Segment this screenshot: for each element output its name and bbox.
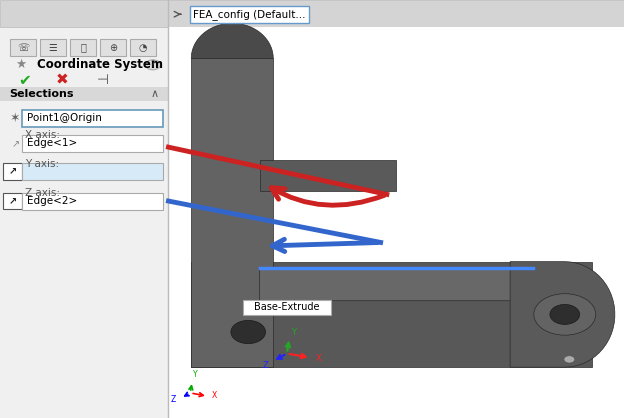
- Text: ✶: ✶: [9, 111, 20, 125]
- FancyBboxPatch shape: [243, 300, 331, 315]
- Text: Edge<1>: Edge<1>: [27, 138, 77, 148]
- Circle shape: [145, 60, 160, 70]
- Text: ◔: ◔: [139, 43, 147, 53]
- Text: Point1@Origin: Point1@Origin: [27, 113, 102, 123]
- Text: Y: Y: [291, 328, 296, 337]
- FancyBboxPatch shape: [10, 39, 36, 56]
- Text: ↗: ↗: [8, 166, 17, 176]
- Text: Base-Extrude: Base-Extrude: [255, 303, 320, 312]
- Text: Selections: Selections: [9, 89, 74, 99]
- Polygon shape: [260, 270, 533, 301]
- Text: ⊕: ⊕: [109, 43, 117, 53]
- Polygon shape: [191, 23, 273, 59]
- Polygon shape: [260, 160, 396, 191]
- FancyBboxPatch shape: [22, 135, 163, 152]
- Text: ⊣: ⊣: [97, 73, 109, 87]
- Circle shape: [564, 356, 575, 363]
- Text: ★: ★: [16, 58, 27, 71]
- Text: ⌖: ⌖: [80, 43, 86, 53]
- FancyBboxPatch shape: [3, 163, 22, 180]
- Text: Y: Y: [193, 370, 197, 379]
- FancyBboxPatch shape: [22, 163, 163, 180]
- FancyBboxPatch shape: [100, 39, 126, 56]
- Text: ?: ?: [150, 60, 155, 69]
- Text: ✖: ✖: [56, 73, 69, 88]
- Circle shape: [550, 304, 580, 324]
- Text: X: X: [316, 354, 322, 363]
- FancyBboxPatch shape: [3, 193, 22, 209]
- Text: ☰: ☰: [49, 43, 57, 53]
- Text: Z axis:: Z axis:: [25, 188, 60, 198]
- FancyBboxPatch shape: [70, 39, 96, 56]
- Text: Edge<2>: Edge<2>: [27, 196, 77, 206]
- Polygon shape: [191, 59, 273, 367]
- Text: ↗: ↗: [11, 140, 19, 150]
- Text: Y axis:: Y axis:: [25, 159, 59, 169]
- Text: X: X: [212, 391, 217, 400]
- Bar: [0, 87, 168, 101]
- Bar: [168, 27, 624, 418]
- Circle shape: [231, 321, 265, 344]
- Text: ↗: ↗: [8, 196, 17, 206]
- Text: ✔: ✔: [19, 73, 31, 88]
- FancyBboxPatch shape: [40, 39, 66, 56]
- Text: ☏: ☏: [17, 43, 29, 53]
- Text: Coordinate System: Coordinate System: [37, 58, 163, 71]
- FancyBboxPatch shape: [22, 110, 163, 127]
- Text: Z: Z: [171, 395, 176, 404]
- Bar: [0, 0, 624, 27]
- Circle shape: [534, 294, 596, 335]
- Text: X axis:: X axis:: [25, 130, 60, 140]
- Bar: [0, 0, 168, 418]
- FancyBboxPatch shape: [130, 39, 156, 56]
- Text: ∧: ∧: [150, 89, 159, 99]
- FancyBboxPatch shape: [22, 193, 163, 210]
- Polygon shape: [510, 262, 615, 367]
- Text: Z: Z: [263, 361, 268, 370]
- Polygon shape: [191, 262, 592, 367]
- Text: FEA_config (Default...: FEA_config (Default...: [193, 9, 306, 20]
